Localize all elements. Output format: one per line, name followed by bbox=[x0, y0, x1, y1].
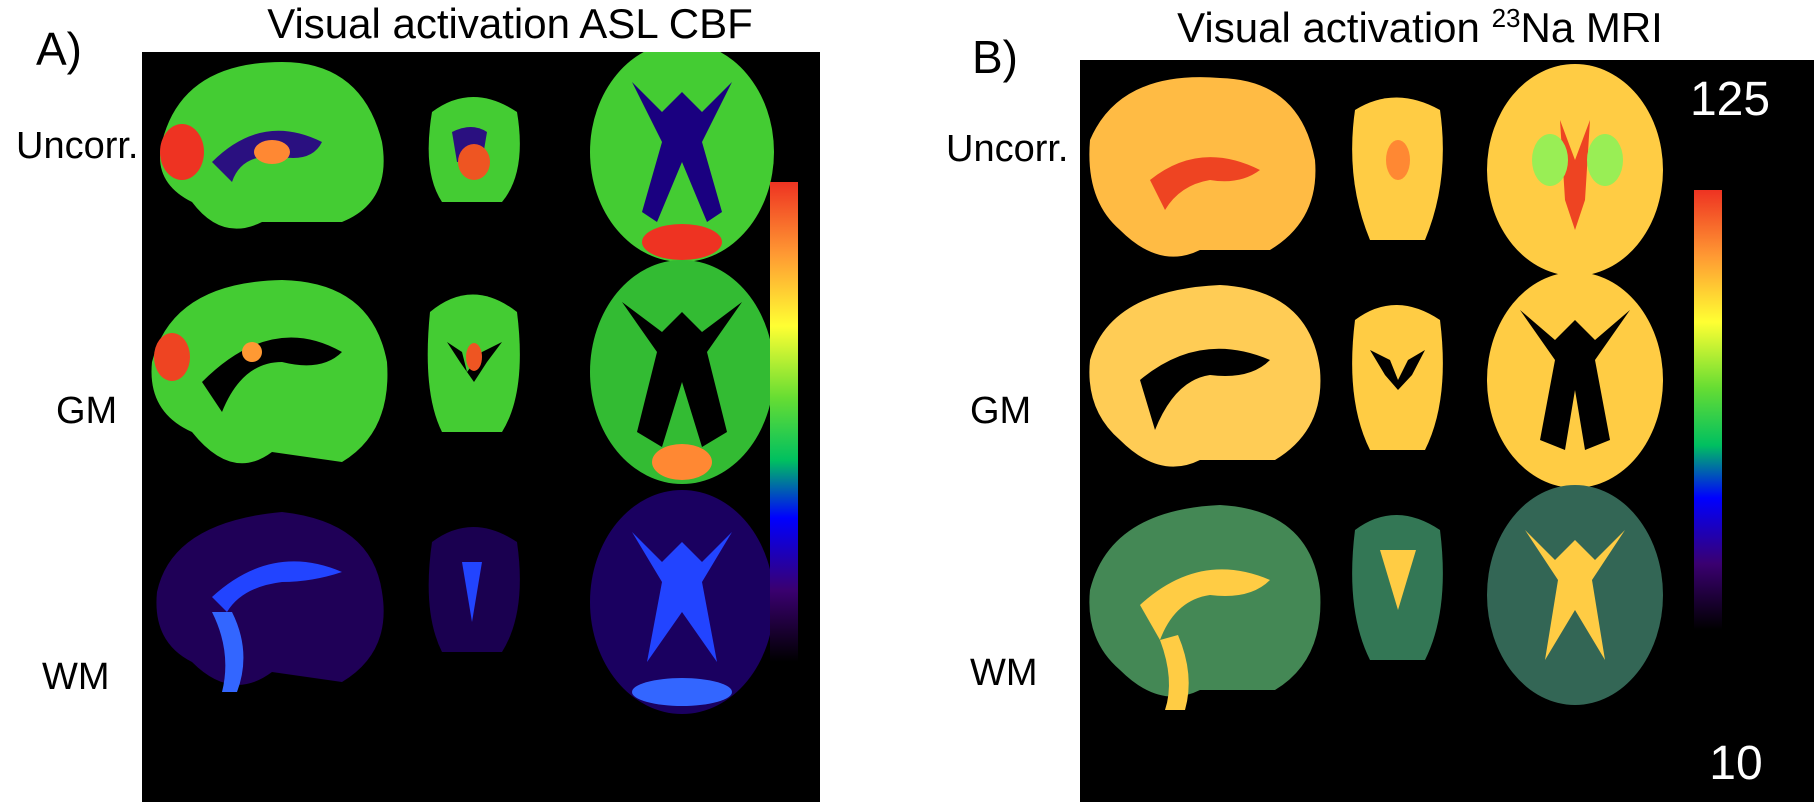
a-wm-sagittal bbox=[156, 512, 384, 692]
panel-b-row-wm: WM bbox=[970, 652, 1038, 694]
colorbar-b bbox=[1694, 190, 1722, 630]
colorbar-a bbox=[770, 182, 798, 662]
b-wm-coronal bbox=[1352, 515, 1443, 660]
a-uncorr-coronal bbox=[428, 97, 520, 202]
panel-b-title: Visual activation 23Na MRI bbox=[1140, 4, 1700, 52]
panel-a-row-wm: WM bbox=[42, 656, 110, 698]
b-gm-sagittal bbox=[1089, 285, 1321, 467]
panel-b-title-sup: 23 bbox=[1491, 3, 1521, 33]
a-uncorr-sagittal bbox=[160, 62, 384, 229]
panel-b-letter: B) bbox=[972, 31, 1018, 83]
panel-a-title: Visual activation ASL CBF bbox=[267, 0, 753, 47]
panel-b-row-uncorr: Uncorr. bbox=[946, 128, 1069, 170]
b-wm-sagittal bbox=[1089, 505, 1321, 710]
panel-b-title-prefix: Visual activation bbox=[1177, 4, 1480, 51]
panel-a-row-uncorr: Uncorr. bbox=[16, 125, 139, 167]
colorbar-b-min: 10 bbox=[1709, 737, 1763, 790]
a-wm-coronal bbox=[428, 527, 520, 652]
b-uncorr-axial bbox=[1487, 64, 1663, 276]
a-uncorr-axial bbox=[590, 52, 774, 262]
b-wm-axial bbox=[1487, 485, 1663, 705]
b-gm-coronal bbox=[1352, 305, 1443, 450]
a-gm-sagittal bbox=[151, 280, 388, 464]
panel-b-image bbox=[1080, 60, 1814, 802]
a-wm-axial bbox=[590, 490, 774, 714]
panel-a-letter: A) bbox=[36, 23, 82, 75]
panel-b-row-gm: GM bbox=[970, 390, 1032, 432]
panel-a-image bbox=[142, 52, 820, 802]
a-gm-coronal bbox=[427, 294, 520, 432]
b-uncorr-sagittal bbox=[1089, 77, 1316, 257]
panel-a-row-gm: GM bbox=[56, 390, 118, 432]
colorbar-a-min: 10 bbox=[856, 741, 910, 794]
b-gm-axial bbox=[1487, 272, 1663, 488]
a-gm-axial bbox=[590, 260, 774, 484]
panel-b-title-rest: Na MRI bbox=[1520, 4, 1663, 51]
colorbar-b-max: 125 bbox=[1689, 73, 1771, 126]
colorbar-a-max: 112 bbox=[843, 93, 921, 146]
b-uncorr-coronal bbox=[1352, 97, 1443, 240]
